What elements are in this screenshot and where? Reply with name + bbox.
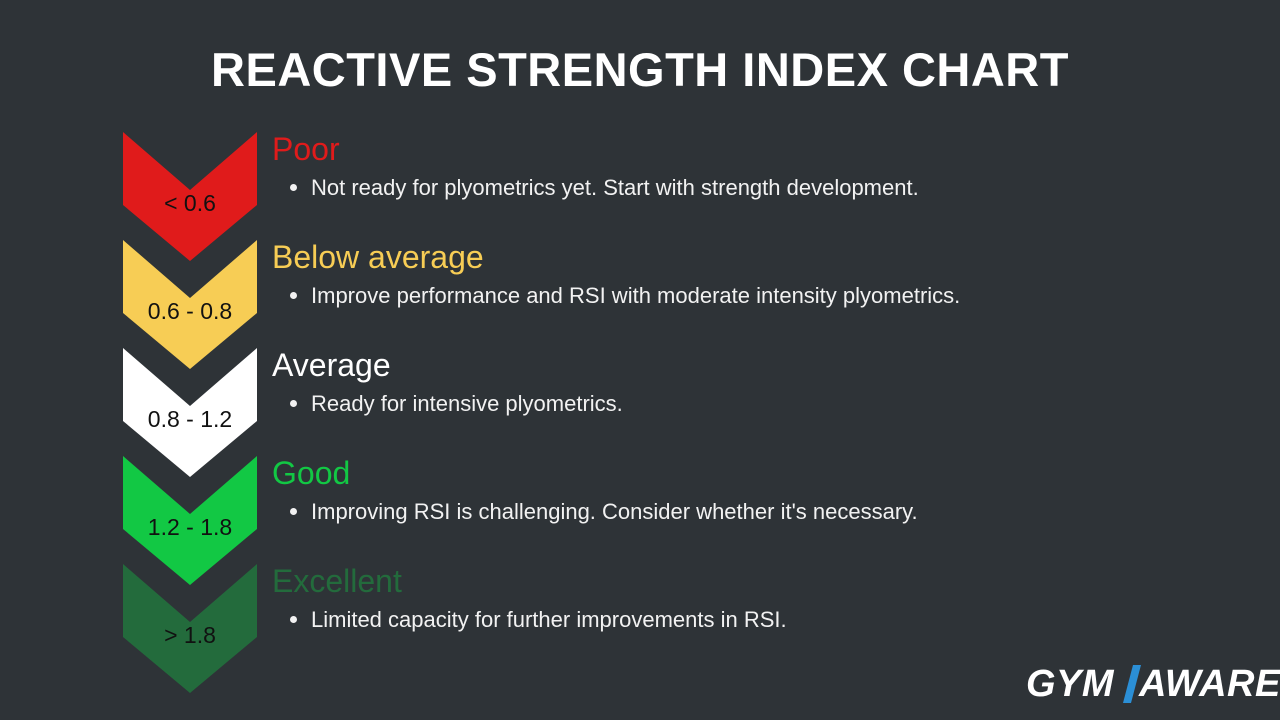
tier-range: > 1.8 — [164, 622, 216, 648]
tier-range: 0.6 - 0.8 — [147, 298, 233, 324]
logo-slash-icon — [1123, 665, 1141, 703]
tier-description: Ready for intensive plyometrics. — [311, 391, 623, 416]
tier-description: Limited capacity for further improvement… — [311, 607, 787, 632]
chevron-marker — [123, 348, 257, 477]
tier-range: 0.8 - 1.2 — [147, 406, 233, 432]
tier-description-item: Limited capacity for further improvement… — [290, 607, 787, 633]
tier-below-average: 0.6 - 0.8 Below average Improve performa… — [0, 240, 1280, 370]
chevron-marker — [123, 132, 257, 261]
tier-description-item: Improve performance and RSI with moderat… — [290, 283, 960, 309]
tier-label: Excellent — [272, 563, 402, 599]
tier-good: 1.2 - 1.8 Good Improving RSI is challeng… — [0, 456, 1280, 586]
chevron-marker — [123, 564, 257, 693]
tier-range: < 0.6 — [164, 190, 216, 216]
logo-text-left: GYM — [1026, 663, 1115, 705]
tier-range: 1.2 - 1.8 — [147, 514, 233, 540]
tier-excellent: > 1.8 Excellent Limited capacity for fur… — [0, 564, 1280, 694]
bullet-icon — [290, 507, 297, 515]
page-title: REACTIVE STRENGTH INDEX CHART — [211, 43, 1069, 96]
tier-label: Poor — [272, 131, 340, 167]
bullet-icon — [290, 399, 297, 407]
bullet-icon — [290, 183, 297, 191]
tier-description: Improve performance and RSI with moderat… — [311, 283, 961, 308]
tier-description: Improving RSI is challenging. Consider w… — [311, 499, 918, 524]
gymaware-logo: GYM AWARE — [1026, 662, 1280, 706]
tier-description-item: Improving RSI is challenging. Consider w… — [290, 499, 918, 525]
tier-description-item: Ready for intensive plyometrics. — [290, 391, 623, 417]
logo-text-right: AWARE — [1139, 663, 1280, 705]
tier-label: Average — [272, 347, 391, 383]
tier-label: Below average — [272, 239, 484, 275]
tier-description-item: Not ready for plyometrics yet. Start wit… — [290, 175, 919, 201]
chevron-marker — [123, 456, 257, 585]
tier-average: 0.8 - 1.2 Average Ready for intensive pl… — [0, 348, 1280, 478]
bullet-icon — [290, 291, 297, 299]
bullet-icon — [290, 615, 297, 623]
tier-label: Good — [272, 455, 351, 491]
tier-poor: < 0.6 Poor Not ready for plyometrics yet… — [0, 132, 1280, 262]
chevron-marker — [123, 240, 257, 369]
tier-description: Not ready for plyometrics yet. Start wit… — [311, 175, 919, 200]
